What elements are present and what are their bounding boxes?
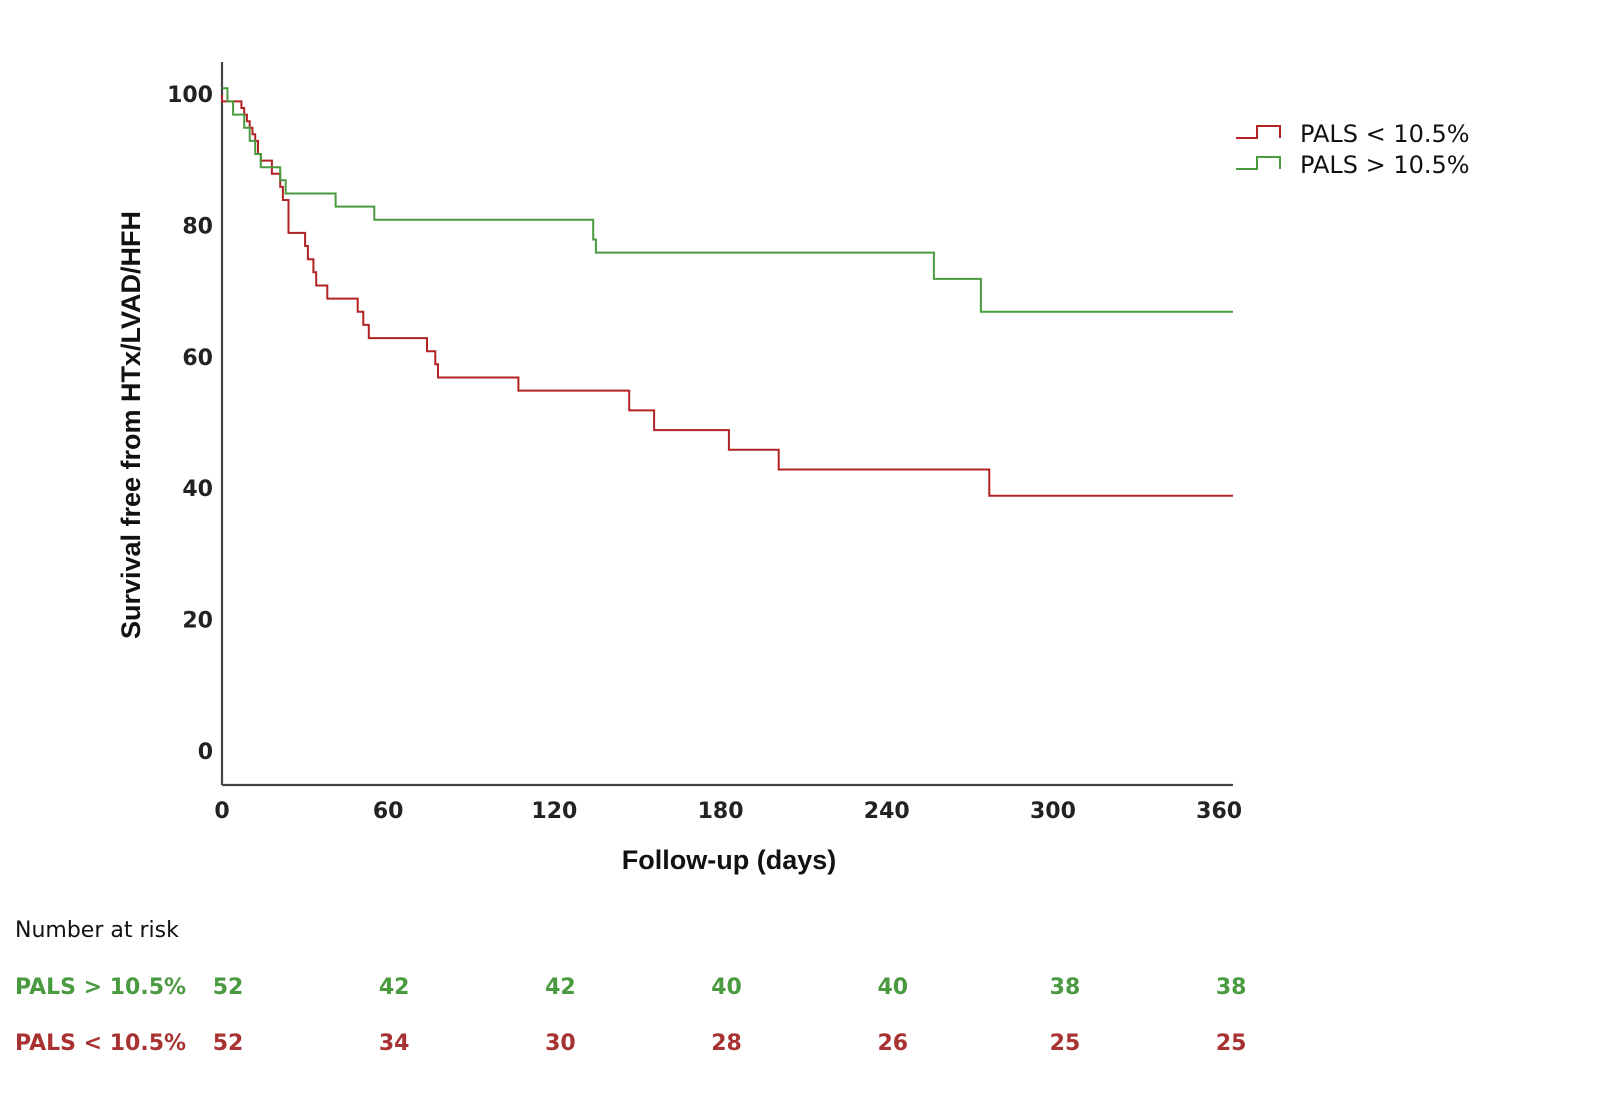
risk-value: 30 bbox=[545, 1031, 576, 1056]
x-tick-label: 180 bbox=[698, 799, 744, 824]
y-tick-label: 60 bbox=[182, 346, 213, 371]
risk-value: 40 bbox=[711, 975, 742, 1000]
x-tick-label: 60 bbox=[373, 799, 404, 824]
legend-swatch bbox=[1236, 125, 1281, 139]
series-layer bbox=[221, 87, 1233, 497]
x-axis-title: Follow-up (days) bbox=[622, 845, 836, 875]
legend-label: PALS > 10.5% bbox=[1300, 151, 1470, 179]
x-tick-label: 360 bbox=[1196, 799, 1242, 824]
risk-table-title: Number at risk bbox=[15, 918, 179, 943]
legend-entry: PALS > 10.5% bbox=[1236, 151, 1470, 179]
y-tick-label: 80 bbox=[182, 214, 213, 239]
risk-row-label: PALS < 10.5% bbox=[15, 1031, 187, 1056]
legend-label: PALS < 10.5% bbox=[1300, 120, 1470, 148]
risk-value: 42 bbox=[378, 975, 410, 1000]
risk-value: 38 bbox=[1215, 975, 1247, 1000]
risk-value: 40 bbox=[877, 975, 909, 1000]
legend: PALS < 10.5% PALS > 10.5% bbox=[1236, 120, 1470, 179]
series-line-2 bbox=[222, 87, 1233, 313]
legend-entry: PALS < 10.5% bbox=[1236, 120, 1470, 148]
risk-value: 52 bbox=[212, 975, 244, 1000]
series-line-1 bbox=[221, 94, 1233, 497]
y-axis-title: Survival free from HTx/LVAD/HFH bbox=[116, 211, 146, 639]
y-tick-label: 0 bbox=[198, 740, 213, 765]
y-tick-label: 40 bbox=[182, 477, 213, 502]
x-tick-label: 0 bbox=[214, 799, 229, 824]
ticks-layer: 0 20 40 60 80 100 0 60 120 180 240 300 360 bbox=[167, 83, 1242, 824]
x-tick-label: 120 bbox=[531, 799, 577, 824]
risk-value: 52 bbox=[212, 1031, 244, 1056]
x-tick-label: 240 bbox=[864, 799, 910, 824]
y-tick-label: 100 bbox=[167, 83, 213, 108]
risk-value: 25 bbox=[1215, 1031, 1247, 1056]
risk-value: 26 bbox=[877, 1031, 909, 1056]
risk-value: 25 bbox=[1049, 1031, 1081, 1056]
legend-swatch bbox=[1236, 156, 1281, 170]
risk-value: 34 bbox=[378, 1031, 410, 1056]
risk-value: 42 bbox=[545, 975, 576, 1000]
risk-value: 38 bbox=[1049, 975, 1081, 1000]
axes bbox=[220, 62, 1233, 787]
y-tick-label: 20 bbox=[182, 609, 213, 634]
risk-row-label: PALS > 10.5% bbox=[15, 975, 187, 1000]
risk-value: 28 bbox=[711, 1031, 742, 1056]
x-tick-label: 300 bbox=[1030, 799, 1076, 824]
